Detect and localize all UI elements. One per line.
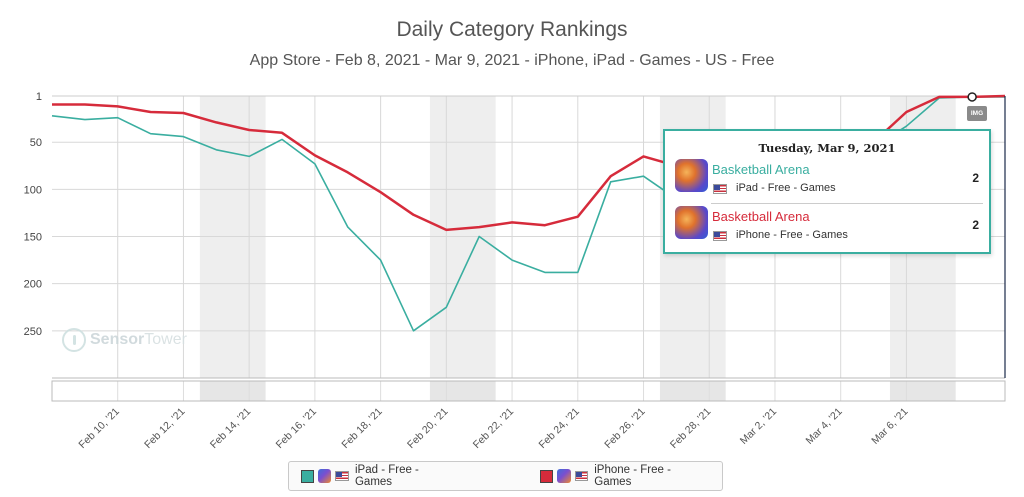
x-tick-label: Feb 18, '21 xyxy=(339,406,385,452)
y-tick-label: 50 xyxy=(30,137,42,149)
app-thumbnail-icon xyxy=(556,469,571,483)
y-tick-label: 1 xyxy=(36,91,42,103)
chart-title: Daily Category Rankings xyxy=(396,18,628,41)
app-thumbnail-icon xyxy=(317,469,332,483)
x-tick-label: Feb 24, '21 xyxy=(537,406,583,452)
x-tick-label: Feb 20, '21 xyxy=(405,406,451,452)
navigator-weekend-band xyxy=(659,381,726,401)
x-tick-label: Feb 12, '21 xyxy=(142,406,188,452)
navigator-weekend-band xyxy=(889,381,956,401)
tooltip-row-ipad: Basketball Arena iPad - Free - Games 2 xyxy=(673,159,983,199)
us-flag-icon xyxy=(713,231,727,241)
legend-swatch-iphone[interactable] xyxy=(540,469,553,483)
image-badge[interactable]: IMG xyxy=(967,106,987,121)
x-tick-label: Mar 2, '21 xyxy=(738,406,779,447)
tooltip-row-iphone: Basketball Arena iPhone - Free - Games 2 xyxy=(673,206,983,246)
legend-swatch-ipad[interactable] xyxy=(301,469,314,483)
y-tick-label: 200 xyxy=(24,279,42,291)
tooltip-desc: iPad - Free - Games xyxy=(736,182,836,194)
sensortower-watermark: Sensor Tower xyxy=(62,328,187,352)
x-tick-label: Feb 10, '21 xyxy=(76,406,122,452)
tooltip-desc: iPhone - Free - Games xyxy=(736,229,848,241)
legend-item-ipad[interactable]: iPad - Free - Games xyxy=(289,464,470,488)
tooltip-separator xyxy=(711,203,983,204)
x-tick-label: Feb 22, '21 xyxy=(471,406,517,452)
y-tick-label: 100 xyxy=(24,184,42,196)
x-tick-label: Feb 14, '21 xyxy=(208,406,254,452)
chart-legend: iPad - Free - Games iPhone - Free - Game… xyxy=(288,461,723,491)
x-tick-label: Mar 4, '21 xyxy=(804,406,845,447)
chart-tooltip: Tuesday, Mar 9, 2021 Basketball Arena iP… xyxy=(663,129,991,254)
x-tick-label: Feb 26, '21 xyxy=(602,406,648,452)
y-tick-label: 150 xyxy=(24,232,42,244)
watermark-text-tower: Tower xyxy=(144,331,187,348)
us-flag-icon xyxy=(574,471,589,481)
app-icon xyxy=(675,159,708,192)
tooltip-rank: 2 xyxy=(972,218,979,232)
tooltip-rank: 2 xyxy=(972,171,979,185)
navigator-weekend-band xyxy=(429,381,496,401)
navigator-frame xyxy=(51,380,1006,402)
legend-label-ipad: iPad - Free - Games xyxy=(354,464,419,488)
legend-item-iphone[interactable]: iPhone - Free - Games xyxy=(470,464,722,488)
us-flag-icon xyxy=(335,471,349,481)
us-flag-icon xyxy=(713,184,727,194)
x-tick-label: Mar 6, '21 xyxy=(869,406,910,447)
legend-label-iphone: iPhone - Free - Games xyxy=(594,464,671,488)
watermark-text-sensor: Sensor xyxy=(90,331,145,348)
y-tick-label: 250 xyxy=(24,326,42,338)
sensortower-logo-icon xyxy=(62,328,86,352)
navigator-weekend-band xyxy=(199,381,266,401)
tooltip-date: Tuesday, Mar 9, 2021 xyxy=(758,141,896,155)
chart-subtitle: App Store - Feb 8, 2021 - Mar 9, 2021 - … xyxy=(249,52,775,69)
tooltip-app-name: Basketball Arena xyxy=(712,209,810,224)
tooltip-app-name: Basketball Arena xyxy=(712,162,810,177)
hover-marker xyxy=(967,92,977,102)
app-icon xyxy=(675,206,708,239)
x-tick-label: Feb 16, '21 xyxy=(274,406,320,452)
x-tick-label: Feb 28, '21 xyxy=(668,406,714,452)
